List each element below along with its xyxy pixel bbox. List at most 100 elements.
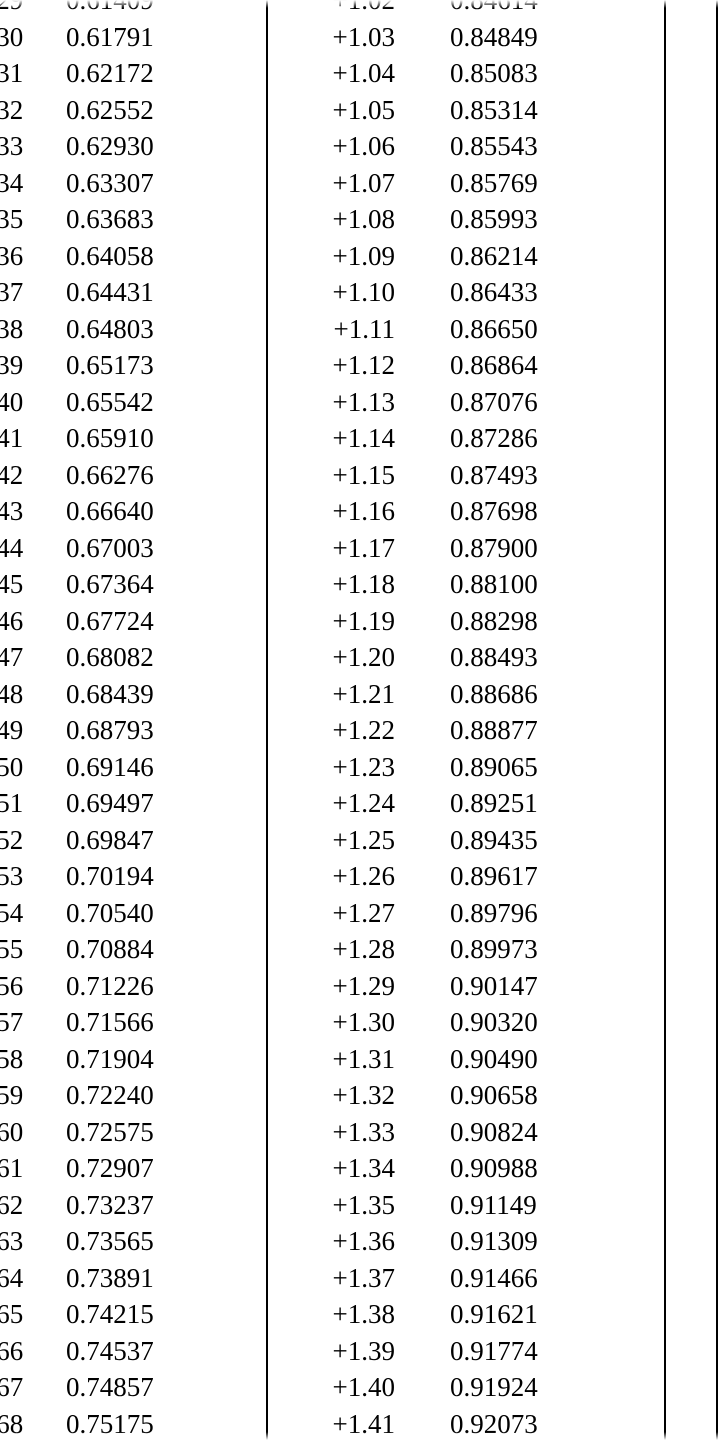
f-value: 0.84614 bbox=[450, 0, 580, 19]
f-value: 0.89617 bbox=[450, 858, 580, 895]
table-row: 0.520.69847 bbox=[0, 822, 276, 859]
table-row: 0.300.61791 bbox=[0, 19, 276, 56]
x-value: +1.10 bbox=[300, 274, 450, 311]
table-row: +1.070.85769 bbox=[300, 165, 700, 202]
table-row: 0.490.68793 bbox=[0, 712, 276, 749]
x-value: 0.64 bbox=[0, 1260, 66, 1297]
f-value: 0.88877 bbox=[450, 712, 580, 749]
page: 0.290.614090.300.617910.310.621720.320.6… bbox=[0, 0, 720, 1440]
table-row: +1.380.91621 bbox=[300, 1296, 700, 1333]
table-row: +1.110.86650 bbox=[300, 311, 700, 348]
x-value: 0.33 bbox=[0, 128, 66, 165]
x-value: +1.22 bbox=[300, 712, 450, 749]
f-value: 0.68082 bbox=[66, 639, 196, 676]
x-value: +1.12 bbox=[300, 347, 450, 384]
x-value: 0.68 bbox=[0, 1406, 66, 1440]
x-value: 0.50 bbox=[0, 749, 66, 786]
table-row: 0.630.73565 bbox=[0, 1223, 276, 1260]
x-value: 0.51 bbox=[0, 785, 66, 822]
table-row: +1.350.91149 bbox=[300, 1187, 700, 1224]
f-value: 0.88100 bbox=[450, 566, 580, 603]
f-value: 0.64431 bbox=[66, 274, 196, 311]
x-value: 0.48 bbox=[0, 676, 66, 713]
table-row: +1.160.87698 bbox=[300, 493, 700, 530]
table-row: 0.410.65910 bbox=[0, 420, 276, 457]
f-value: 0.62172 bbox=[66, 55, 196, 92]
table-row: +1.200.88493 bbox=[300, 639, 700, 676]
f-value: 0.89065 bbox=[450, 749, 580, 786]
table-row: +1.390.91774 bbox=[300, 1333, 700, 1370]
x-value: +1.20 bbox=[300, 639, 450, 676]
f-value: 0.71904 bbox=[66, 1041, 196, 1078]
x-value: 0.57 bbox=[0, 1004, 66, 1041]
f-value: 0.66276 bbox=[66, 457, 196, 494]
f-value: 0.87900 bbox=[450, 530, 580, 567]
table-row: 0.290.61409 bbox=[0, 0, 276, 19]
f-value: 0.85769 bbox=[450, 165, 580, 202]
f-value: 0.91774 bbox=[450, 1333, 580, 1370]
x-value: +1.40 bbox=[300, 1369, 450, 1406]
x-value: +1.07 bbox=[300, 165, 450, 202]
table-row: 0.470.68082 bbox=[0, 639, 276, 676]
table-row: +1.050.85314 bbox=[300, 92, 700, 129]
f-value: 0.66640 bbox=[66, 493, 196, 530]
table-row: +1.240.89251 bbox=[300, 785, 700, 822]
x-value: 0.46 bbox=[0, 603, 66, 640]
table-row: +1.080.85993 bbox=[300, 201, 700, 238]
x-value: +1.14 bbox=[300, 420, 450, 457]
table-row: 0.430.66640 bbox=[0, 493, 276, 530]
x-value: +1.08 bbox=[300, 201, 450, 238]
x-value: 0.45 bbox=[0, 566, 66, 603]
x-value: 0.42 bbox=[0, 457, 66, 494]
f-value: 0.74537 bbox=[66, 1333, 196, 1370]
table-row: 0.440.67003 bbox=[0, 530, 276, 567]
x-value: +1.41 bbox=[300, 1406, 450, 1440]
table-column-left: 0.290.614090.300.617910.310.621720.320.6… bbox=[0, 0, 276, 1440]
f-value: 0.65542 bbox=[66, 384, 196, 421]
table-row: +1.040.85083 bbox=[300, 55, 700, 92]
table-row: +1.060.85543 bbox=[300, 128, 700, 165]
f-value: 0.90320 bbox=[450, 1004, 580, 1041]
table-row: 0.580.71904 bbox=[0, 1041, 276, 1078]
f-value: 0.72575 bbox=[66, 1114, 196, 1151]
table-row: +1.170.87900 bbox=[300, 530, 700, 567]
x-value: 0.66 bbox=[0, 1333, 66, 1370]
table-row: +1.280.89973 bbox=[300, 931, 700, 968]
x-value: 0.59 bbox=[0, 1077, 66, 1114]
table-row: +1.140.87286 bbox=[300, 420, 700, 457]
table-row: +1.190.88298 bbox=[300, 603, 700, 640]
x-value: +1.21 bbox=[300, 676, 450, 713]
x-value: +1.03 bbox=[300, 19, 450, 56]
table-row: 0.530.70194 bbox=[0, 858, 276, 895]
f-value: 0.71226 bbox=[66, 968, 196, 1005]
f-value: 0.86864 bbox=[450, 347, 580, 384]
table-row: +1.340.90988 bbox=[300, 1150, 700, 1187]
table-row: +1.360.91309 bbox=[300, 1223, 700, 1260]
f-value: 0.86214 bbox=[450, 238, 580, 275]
table-row: +1.300.90320 bbox=[300, 1004, 700, 1041]
f-value: 0.70884 bbox=[66, 931, 196, 968]
f-value: 0.91149 bbox=[450, 1187, 580, 1224]
f-value: 0.87493 bbox=[450, 457, 580, 494]
x-value: 0.31 bbox=[0, 55, 66, 92]
f-value: 0.92073 bbox=[450, 1406, 580, 1440]
f-value: 0.62930 bbox=[66, 128, 196, 165]
f-value: 0.68439 bbox=[66, 676, 196, 713]
table-row: 0.600.72575 bbox=[0, 1114, 276, 1151]
table-row: 0.370.64431 bbox=[0, 274, 276, 311]
table-row: 0.680.75175 bbox=[0, 1406, 276, 1440]
f-value: 0.65173 bbox=[66, 347, 196, 384]
x-value: 0.43 bbox=[0, 493, 66, 530]
f-value: 0.68793 bbox=[66, 712, 196, 749]
table-row: 0.340.63307 bbox=[0, 165, 276, 202]
x-value: +1.24 bbox=[300, 785, 450, 822]
x-value: +1.15 bbox=[300, 457, 450, 494]
f-value: 0.85083 bbox=[450, 55, 580, 92]
x-value: +1.19 bbox=[300, 603, 450, 640]
x-value: 0.37 bbox=[0, 274, 66, 311]
x-value: +1.34 bbox=[300, 1150, 450, 1187]
f-value: 0.85543 bbox=[450, 128, 580, 165]
table-row: +1.100.86433 bbox=[300, 274, 700, 311]
table-row: 0.360.64058 bbox=[0, 238, 276, 275]
table-row: 0.310.62172 bbox=[0, 55, 276, 92]
